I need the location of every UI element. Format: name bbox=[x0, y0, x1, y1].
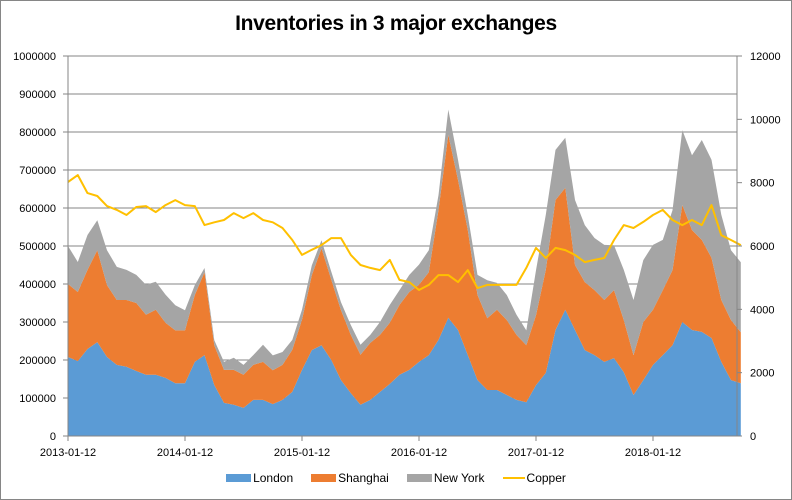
y-tick-label: 900000 bbox=[19, 89, 56, 101]
legend-item-new-york: New York bbox=[406, 471, 485, 485]
line-copper bbox=[67, 174, 742, 291]
legend-swatch-new-york bbox=[406, 474, 432, 482]
legend-label-new-york: New York bbox=[433, 471, 485, 485]
y2-tick-label: 6000 bbox=[750, 241, 774, 253]
x-tick-label: 2013-01-12 bbox=[40, 447, 96, 459]
y2-tick-label: 2000 bbox=[750, 368, 774, 380]
legend-swatch-copper bbox=[502, 477, 525, 479]
x-tick-label: 2016-01-12 bbox=[391, 447, 447, 459]
legend-item-copper: Copper bbox=[502, 471, 566, 485]
x-tick-label: 2014-01-12 bbox=[157, 447, 213, 459]
y-tick-label: 1000000 bbox=[13, 51, 56, 63]
y2-tick-label: 12000 bbox=[750, 51, 781, 63]
y-tick-label: 800000 bbox=[19, 127, 56, 139]
y-tick-label: 500000 bbox=[19, 241, 56, 253]
y-tick-label: 600000 bbox=[19, 203, 56, 215]
legend: London Shanghai New York Copper bbox=[0, 471, 792, 485]
area-london bbox=[68, 309, 741, 436]
y2-tick-label: 0 bbox=[750, 431, 756, 443]
x-tick-label: 2015-01-12 bbox=[274, 447, 330, 459]
legend-label-copper: Copper bbox=[526, 471, 566, 485]
legend-item-london: London bbox=[226, 471, 293, 485]
legend-label-london: London bbox=[253, 471, 294, 485]
y-tick-label: 400000 bbox=[19, 279, 56, 291]
y-tick-label: 100000 bbox=[19, 393, 56, 405]
chart-title: Inventories in 3 major exchanges bbox=[235, 12, 557, 35]
y2-tick-label: 10000 bbox=[750, 114, 781, 126]
y2-tick-label: 4000 bbox=[750, 304, 774, 316]
y-tick-label: 0 bbox=[50, 431, 56, 443]
x-tick-label: 2018-01-12 bbox=[625, 447, 681, 459]
legend-swatch-london bbox=[226, 474, 252, 482]
y2-tick-label: 8000 bbox=[750, 178, 774, 190]
area-shanghai bbox=[68, 134, 741, 408]
legend-swatch-shanghai bbox=[311, 474, 337, 482]
y-tick-label: 300000 bbox=[19, 317, 56, 329]
legend-item-shanghai: Shanghai bbox=[311, 471, 389, 485]
x-tick-label: 2017-01-12 bbox=[508, 447, 564, 459]
y-tick-label: 700000 bbox=[19, 165, 56, 177]
legend-label-shanghai: Shanghai bbox=[338, 471, 389, 485]
y-tick-label: 200000 bbox=[19, 355, 56, 367]
